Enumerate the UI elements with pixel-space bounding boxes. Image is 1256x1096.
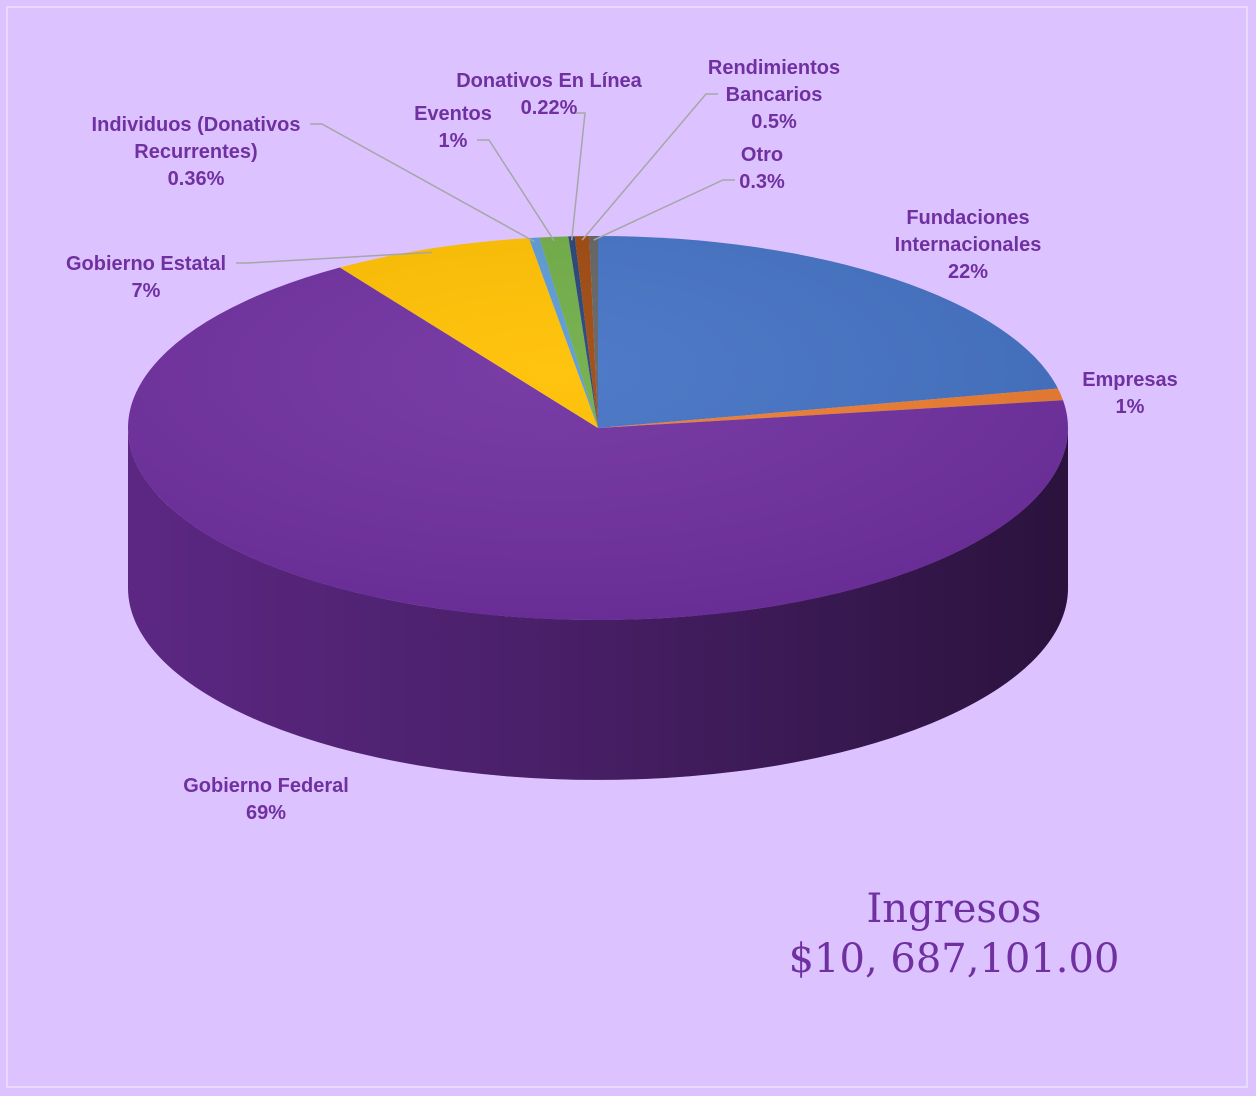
data-labels: Fundaciones Internacionales 22% Empresas 1% G… xyxy=(66,57,1178,824)
data-label-rendimientos-bancarios: Rendimientos Bancarios 0.5% xyxy=(708,57,840,133)
summary-title: Ingresos xyxy=(866,886,1041,932)
chart-frame xyxy=(6,6,1248,1088)
data-label-empresas: Empresas 1% xyxy=(1082,369,1178,418)
pie-top-sheen xyxy=(128,236,1068,620)
data-label-gobierno-federal: Gobierno Federal 69% xyxy=(183,775,349,824)
data-label-donativos-en-linea: Donativos En Línea 0.22% xyxy=(456,70,642,119)
data-label-individuos-donativos-recurrentes: Individuos (Donativos Recurrentes) 0.36% xyxy=(92,114,301,190)
leader-line-eventos xyxy=(477,139,555,242)
leader-lines xyxy=(236,93,735,264)
summary-amount: $10, 687,101.00 xyxy=(789,936,1120,982)
data-label-otro: Otro 0.3% xyxy=(739,144,785,193)
pie-side-wall xyxy=(128,428,1068,780)
pie-side-shade xyxy=(128,428,1068,780)
leader-line-gobierno-estatal xyxy=(236,251,432,264)
data-label-eventos: Eventos 1% xyxy=(414,103,492,152)
pie-top xyxy=(128,236,1069,620)
leader-line-donativos-en-linea xyxy=(570,112,586,241)
leader-line-otro xyxy=(593,179,735,241)
leader-line-individuos-donativos-recurrentes xyxy=(310,123,536,243)
data-label-fundaciones-internacionales: Fundaciones Internacionales 22% xyxy=(895,207,1042,283)
leader-line-rendimientos-bancarios xyxy=(581,93,718,241)
data-label-gobierno-estatal: Gobierno Estatal 7% xyxy=(66,253,226,302)
